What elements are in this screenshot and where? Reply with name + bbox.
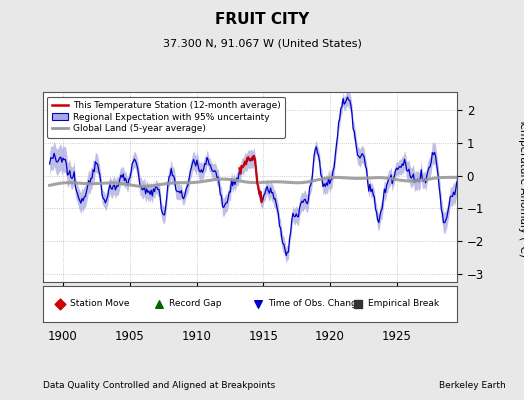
Y-axis label: Temperature Anomaly (°C): Temperature Anomaly (°C) — [518, 118, 524, 256]
Text: 1915: 1915 — [248, 330, 278, 343]
Point — [254, 301, 263, 307]
Text: 1905: 1905 — [115, 330, 145, 343]
Text: 37.300 N, 91.067 W (United States): 37.300 N, 91.067 W (United States) — [162, 38, 362, 48]
Text: Empirical Break: Empirical Break — [368, 300, 439, 308]
Point — [56, 301, 64, 307]
Text: 1920: 1920 — [315, 330, 345, 343]
Text: Station Move: Station Move — [70, 300, 129, 308]
Text: 1910: 1910 — [182, 330, 212, 343]
Text: Time of Obs. Change: Time of Obs. Change — [269, 300, 363, 308]
Text: 1900: 1900 — [48, 330, 78, 343]
Point — [353, 301, 362, 307]
Text: 1925: 1925 — [382, 330, 412, 343]
Text: Data Quality Controlled and Aligned at Breakpoints: Data Quality Controlled and Aligned at B… — [43, 381, 275, 390]
Point — [155, 301, 163, 307]
Text: FRUIT CITY: FRUIT CITY — [215, 12, 309, 27]
Text: Record Gap: Record Gap — [169, 300, 222, 308]
Text: Berkeley Earth: Berkeley Earth — [439, 381, 506, 390]
Legend: This Temperature Station (12-month average), Regional Expectation with 95% uncer: This Temperature Station (12-month avera… — [48, 96, 285, 138]
